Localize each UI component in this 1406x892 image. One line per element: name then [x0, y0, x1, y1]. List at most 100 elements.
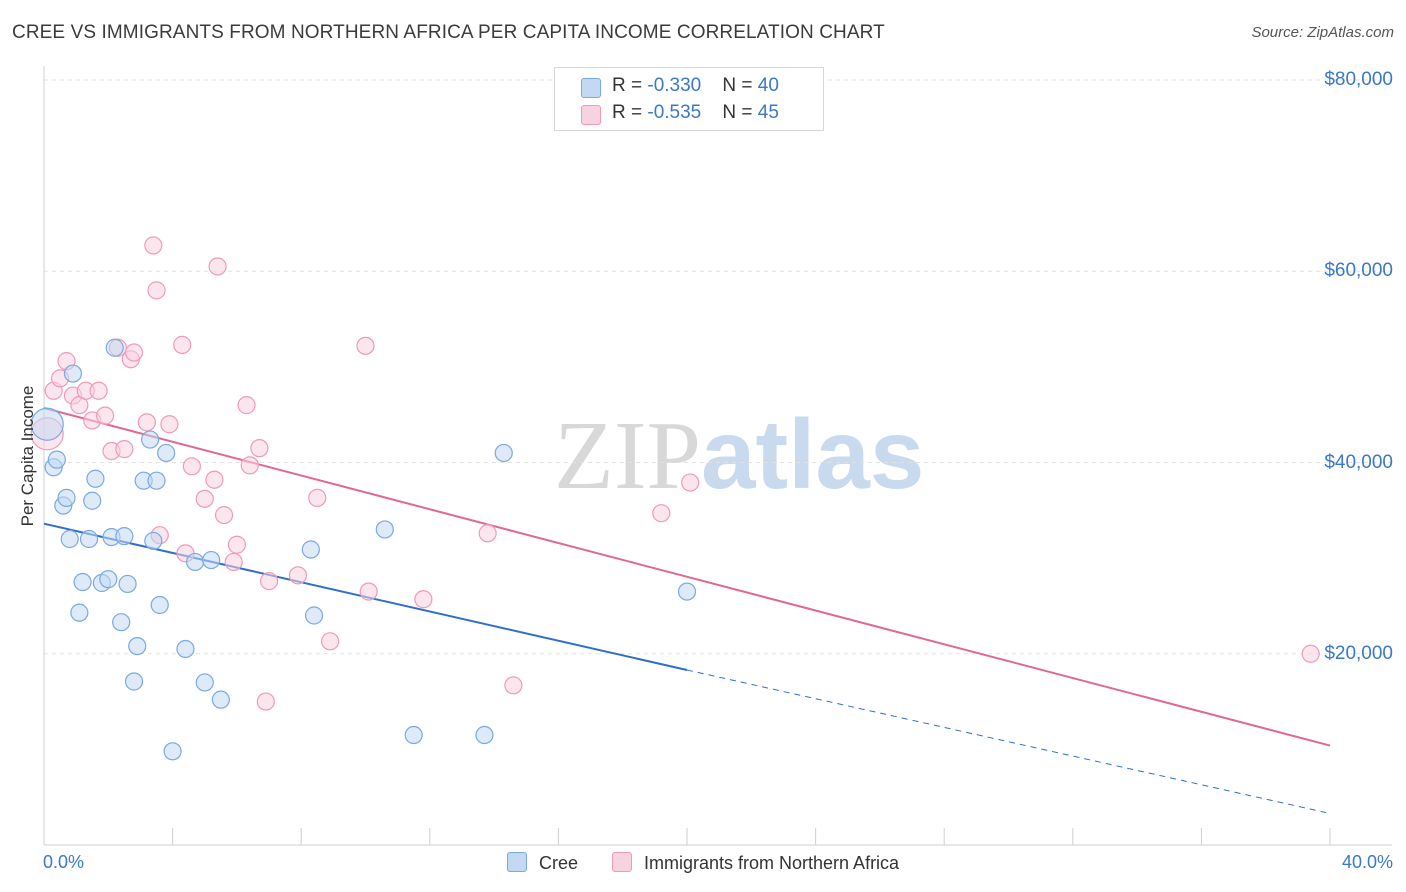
- legend-n-label: N =: [722, 102, 758, 123]
- immigrants-point: [144, 236, 163, 255]
- cree-swatch: [581, 78, 601, 98]
- cree-point: [150, 595, 169, 615]
- immigrants-point: [321, 632, 340, 651]
- cree-point: [176, 639, 195, 659]
- cree-point: [60, 529, 79, 549]
- stats-legend: R = -0.330 N = 40 R = -0.535 N = 45: [554, 67, 824, 131]
- cree-point: [375, 520, 394, 539]
- source-label: Source: ZipAtlas.com: [1251, 24, 1394, 41]
- cree-point: [677, 582, 697, 601]
- cree-point: [494, 443, 513, 463]
- axes: [43, 66, 1392, 846]
- cree-n-value: 40: [757, 75, 779, 96]
- legend-r-label: R =: [612, 75, 648, 96]
- cree-point: [404, 725, 423, 745]
- immigrants-point: [124, 343, 144, 362]
- y-tick-label: $80,000: [1324, 69, 1393, 90]
- cree-point: [128, 636, 147, 656]
- immigrants-point: [308, 488, 327, 507]
- immigrants-point: [256, 692, 275, 711]
- immigrants-point: [224, 552, 243, 572]
- cree-point: [147, 471, 166, 490]
- cree-point: [99, 570, 118, 589]
- cree-point: [301, 540, 320, 559]
- cree-legend-swatch: [507, 852, 527, 872]
- cree-point: [157, 443, 176, 463]
- trend-line-immigrants: [43, 407, 1331, 747]
- cree-point: [186, 552, 205, 572]
- bottom-legend-immigrants: Immigrants from Northern Africa: [612, 852, 899, 874]
- immigrants-point: [1301, 644, 1320, 663]
- immigrants-point: [160, 415, 179, 434]
- cree-point: [304, 606, 324, 625]
- cree-point: [63, 364, 83, 383]
- cree-point: [70, 603, 89, 622]
- immigrants-point: [652, 504, 671, 523]
- cree-point: [140, 430, 160, 449]
- bottom-legend-cree: Cree: [507, 852, 578, 874]
- immigrants-point: [250, 439, 269, 458]
- cree-point: [47, 450, 66, 469]
- legend-r-label: R =: [612, 102, 648, 123]
- immigrants-point: [414, 590, 433, 609]
- immigrants-point: [208, 257, 227, 276]
- y-tick-label: $40,000: [1324, 451, 1393, 473]
- immigrants-point: [237, 396, 256, 415]
- cree-point: [118, 574, 137, 594]
- y-tick-label: $20,000: [1324, 642, 1393, 664]
- cree-point: [115, 527, 134, 546]
- immigrants-swatch: [581, 105, 601, 125]
- immigrants-point: [147, 281, 166, 300]
- watermark-zip: ZIP: [554, 402, 701, 510]
- y-axis-label: Per Capita Income: [18, 385, 37, 527]
- cree-point: [57, 488, 76, 507]
- cree-point: [202, 550, 221, 570]
- data-points: [30, 236, 1320, 761]
- immigrants-point: [288, 566, 308, 585]
- watermark: ZIPatlas: [554, 398, 924, 512]
- cree-point: [73, 572, 92, 592]
- trend-line-extension-cree: [686, 669, 1331, 814]
- immigrants-point: [259, 571, 279, 591]
- cree-point: [211, 690, 230, 709]
- immigrants-point: [681, 473, 700, 492]
- watermark-atlas: atlas: [701, 399, 925, 509]
- grid-lines: [44, 79, 1392, 655]
- x-tick-max: 40.0%: [1341, 852, 1393, 872]
- immigrants-point: [478, 524, 497, 543]
- immigrants-point: [240, 456, 259, 475]
- chart-title: CREE VS IMMIGRANTS FROM NORTHERN AFRICA …: [12, 22, 885, 43]
- immigrants-point: [115, 440, 134, 459]
- y-tick-label: $60,000: [1324, 260, 1393, 282]
- legend-n-label: N =: [722, 75, 758, 96]
- immigrants-point: [195, 489, 214, 508]
- x-tick-min: 0.0%: [43, 852, 85, 872]
- cree-point: [195, 673, 214, 692]
- immigrants-point: [95, 406, 115, 425]
- immigrants-legend-label: Immigrants from Northern Africa: [644, 853, 900, 873]
- immigrants-point: [182, 457, 201, 476]
- cree-r-value: -0.330: [647, 75, 702, 96]
- cree-point: [124, 672, 144, 691]
- immigrants-point: [173, 335, 192, 354]
- cree-point: [475, 725, 494, 745]
- immigrants-n-value: 45: [757, 102, 779, 123]
- cree-point: [86, 469, 105, 488]
- immigrants-point: [227, 535, 246, 554]
- cree-point: [30, 407, 64, 441]
- immigrants-point: [137, 413, 156, 432]
- cree-point: [105, 338, 124, 357]
- immigrants-point: [356, 336, 375, 355]
- cree-point: [83, 491, 102, 510]
- trend-lines: [43, 407, 1331, 814]
- cree-point: [79, 529, 99, 549]
- immigrants-legend-swatch: [612, 852, 632, 872]
- immigrants-point: [359, 582, 378, 601]
- immigrants-point: [214, 505, 234, 525]
- immigrants-r-value: -0.535: [647, 102, 702, 123]
- immigrants-point: [205, 470, 224, 489]
- immigrants-point: [89, 381, 108, 400]
- immigrants-point: [504, 676, 523, 695]
- cree-point: [144, 531, 163, 551]
